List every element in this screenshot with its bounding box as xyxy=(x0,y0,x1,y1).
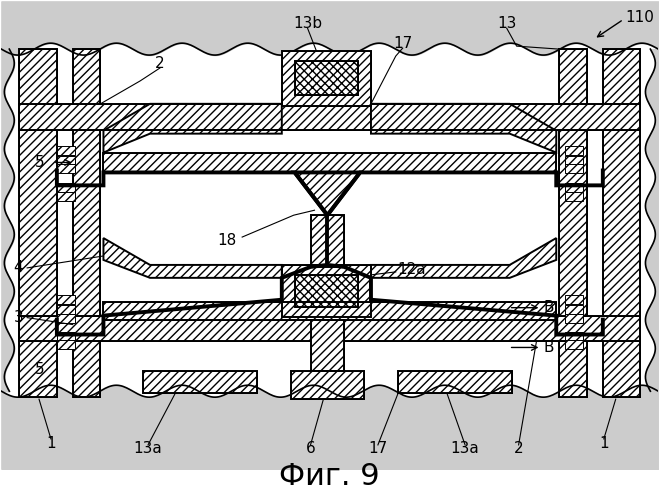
Bar xyxy=(282,265,371,316)
Bar xyxy=(19,104,640,130)
Bar xyxy=(398,372,512,393)
Polygon shape xyxy=(294,172,360,215)
Text: 17: 17 xyxy=(393,36,412,51)
Text: 4: 4 xyxy=(13,260,23,276)
Bar xyxy=(57,184,75,192)
Bar xyxy=(565,304,583,314)
Bar xyxy=(73,49,101,397)
Bar xyxy=(565,332,583,340)
Text: 5: 5 xyxy=(35,155,45,170)
Bar xyxy=(282,265,371,316)
Bar xyxy=(57,294,75,304)
Text: 13: 13 xyxy=(497,16,516,31)
Bar xyxy=(559,49,587,397)
Bar xyxy=(310,215,344,267)
Bar xyxy=(565,146,583,154)
Bar xyxy=(290,372,364,399)
Bar xyxy=(294,61,358,95)
Bar xyxy=(290,372,364,399)
Bar xyxy=(103,152,556,172)
Polygon shape xyxy=(103,238,282,278)
Bar xyxy=(57,340,75,349)
Bar xyxy=(19,49,57,397)
Bar xyxy=(57,314,75,322)
Bar xyxy=(19,49,57,397)
Bar xyxy=(143,372,257,393)
Bar xyxy=(398,372,512,393)
Bar xyxy=(73,49,101,397)
Bar xyxy=(310,320,344,372)
Bar xyxy=(57,192,75,202)
Bar xyxy=(103,302,556,320)
Bar xyxy=(294,275,358,306)
Bar xyxy=(565,156,583,164)
Text: B: B xyxy=(544,340,554,355)
Text: 18: 18 xyxy=(217,232,237,248)
Text: 1: 1 xyxy=(46,436,56,452)
Text: 3: 3 xyxy=(13,310,23,325)
Bar xyxy=(565,164,583,173)
Bar xyxy=(565,314,583,322)
Polygon shape xyxy=(371,238,556,278)
Bar xyxy=(559,49,587,397)
Bar xyxy=(57,332,75,340)
Text: 1: 1 xyxy=(599,436,609,452)
Bar xyxy=(143,372,257,393)
Bar xyxy=(565,184,583,192)
Text: 13a: 13a xyxy=(451,442,479,456)
Bar xyxy=(57,164,75,173)
Text: 13b: 13b xyxy=(293,16,322,31)
Bar xyxy=(103,302,556,320)
Bar xyxy=(57,304,75,314)
Bar xyxy=(103,152,556,172)
Text: Фиг. 9: Фиг. 9 xyxy=(279,462,380,491)
Text: 110: 110 xyxy=(626,10,654,25)
Bar xyxy=(57,156,75,164)
Bar xyxy=(603,49,640,397)
Bar xyxy=(565,294,583,304)
Bar xyxy=(57,146,75,154)
Text: 6: 6 xyxy=(306,442,316,456)
Bar xyxy=(294,275,358,306)
Bar xyxy=(19,316,640,342)
Text: B: B xyxy=(544,300,554,315)
Bar xyxy=(282,51,371,106)
Bar xyxy=(310,320,344,372)
Polygon shape xyxy=(371,104,556,152)
Text: 2: 2 xyxy=(155,56,164,70)
Bar xyxy=(294,61,358,95)
Bar xyxy=(565,340,583,349)
Bar xyxy=(565,192,583,202)
Text: 17: 17 xyxy=(368,442,388,456)
Text: 5: 5 xyxy=(35,362,45,377)
Polygon shape xyxy=(103,104,282,152)
Bar xyxy=(19,316,640,342)
Text: 2: 2 xyxy=(514,442,523,456)
Bar xyxy=(19,104,640,130)
Bar xyxy=(310,215,344,267)
Bar xyxy=(282,51,371,106)
Text: 12a: 12a xyxy=(398,262,426,278)
Bar xyxy=(603,49,640,397)
Text: 13a: 13a xyxy=(134,442,162,456)
